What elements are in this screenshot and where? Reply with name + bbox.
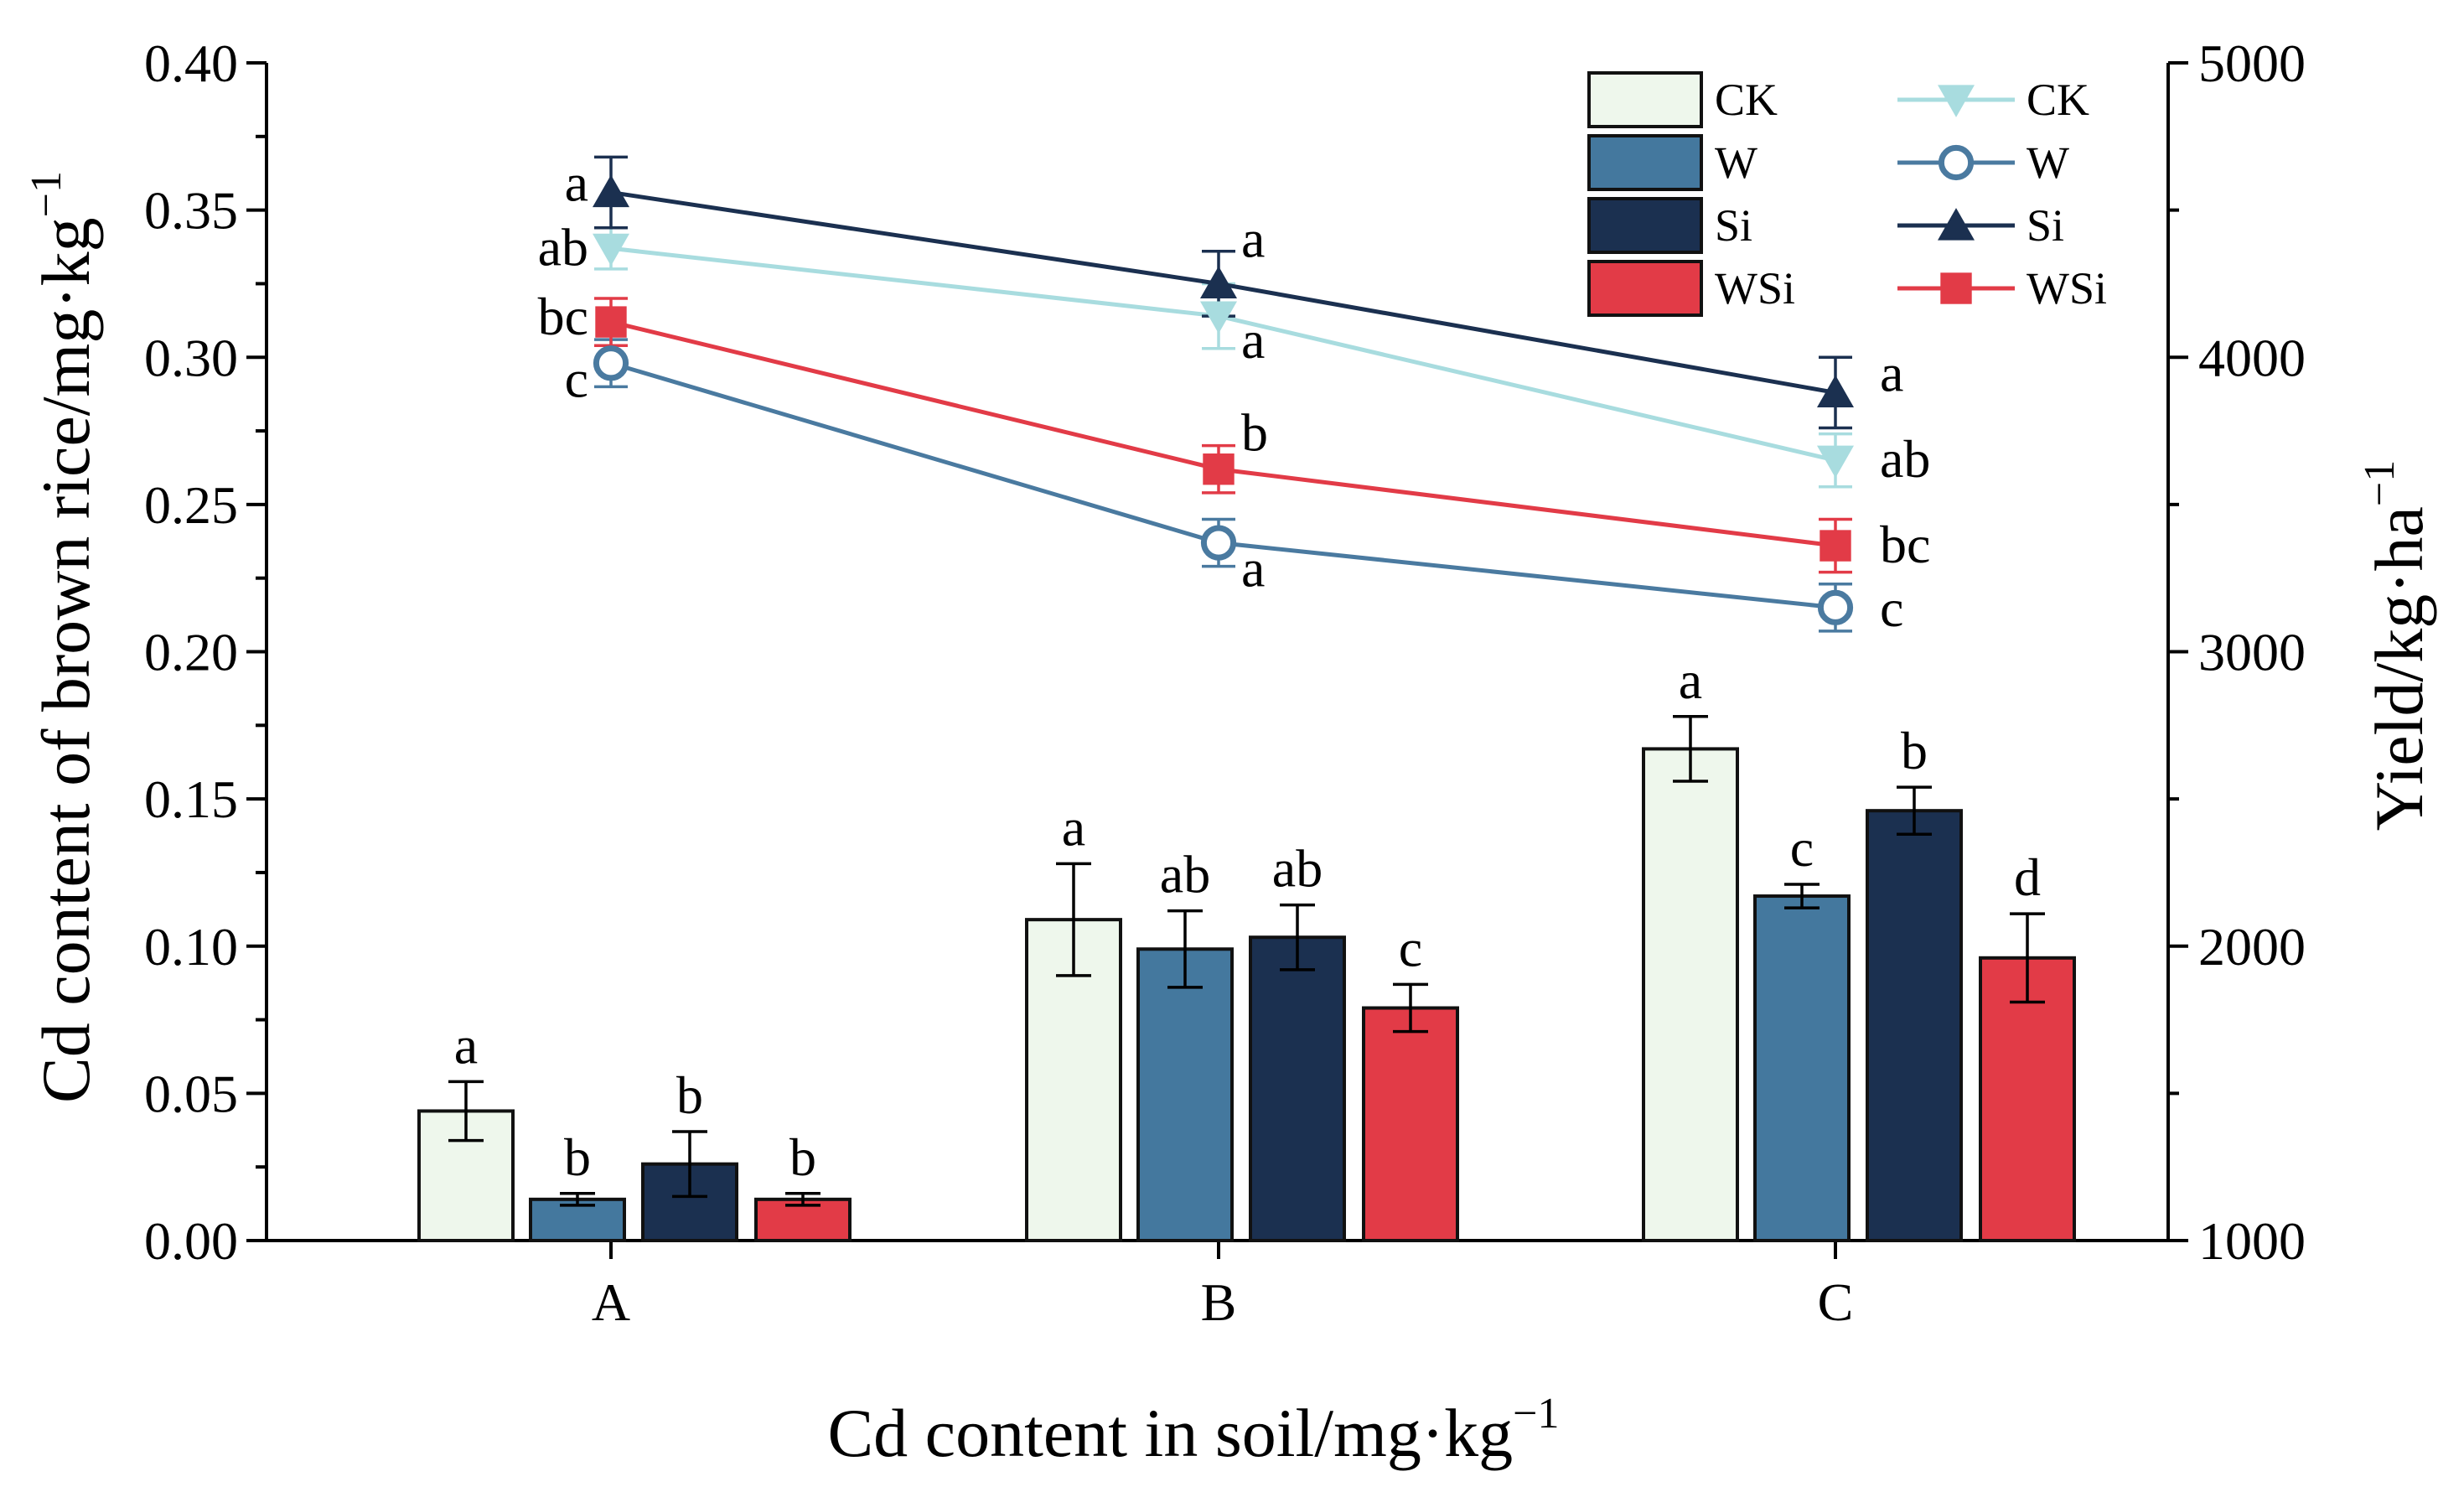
- line-sig-label: bc: [538, 287, 588, 346]
- y-tick-label-left: 0.00: [144, 1211, 238, 1271]
- line-marker-w: [1200, 525, 1237, 561]
- legend-label-bar: Si: [1715, 200, 1752, 251]
- y-tick-label-right: 4000: [2198, 328, 2306, 387]
- x-tick-label: A: [592, 1272, 630, 1332]
- line-w: [610, 360, 1836, 610]
- bar-sig-label: a: [1679, 650, 1702, 710]
- bar-sig-label: ab: [1272, 839, 1323, 899]
- axes-group: 0.00 0.05 0.10 0.15 0.20 0.25 0.30 0.35 0.40 1000…: [144, 34, 2306, 1332]
- legend-label-bar: W: [1715, 137, 1757, 188]
- x-axis-title-text: Cd content in soil/mg·kg: [827, 1395, 1513, 1471]
- legend-swatch-bar: [1587, 197, 1703, 254]
- legend-marker: [1940, 272, 1972, 304]
- line-sig-label: a: [1241, 539, 1265, 598]
- legend-swatch-bar: [1587, 260, 1703, 317]
- line-sig-label: a: [1241, 209, 1265, 268]
- bar-ck: [1642, 747, 1739, 1242]
- line-sig-label: ab: [538, 217, 588, 277]
- y-tick-label-left: 0.35: [144, 181, 238, 241]
- x-axis-title: Cd content in soil/mg·kg−1: [827, 1390, 1559, 1471]
- line-sig-label: a: [565, 153, 588, 213]
- line-marker-ck: [593, 233, 629, 267]
- y-tick-label-left: 0.15: [144, 769, 238, 829]
- legend-marker: [1938, 144, 1975, 181]
- bar-w: [1753, 894, 1851, 1242]
- bar-sig-label: c: [1790, 818, 1814, 878]
- line-marker-si: [593, 174, 629, 208]
- bar-wsi: [1362, 1006, 1459, 1242]
- legend-label-line: WSi: [2027, 263, 2107, 313]
- bar-w: [1136, 947, 1234, 1242]
- bar-sig-label: b: [789, 1127, 816, 1187]
- line-marker-si: [1817, 375, 1854, 407]
- y-tick-label-right: 2000: [2198, 917, 2306, 977]
- x-tick-label: C: [1818, 1272, 1854, 1332]
- line-marker-ck: [1200, 301, 1237, 334]
- legend-marker: [1938, 85, 1975, 117]
- line-sig-label: a: [1241, 310, 1265, 370]
- y-tick-label-right: 5000: [2198, 34, 2306, 93]
- bar-sig-label: ab: [1160, 845, 1210, 904]
- legend-label-line: Si: [2027, 200, 2064, 251]
- bar-sig-label: b: [564, 1127, 591, 1187]
- x-tick-label: B: [1201, 1272, 1237, 1332]
- legend-swatch-bar: [1587, 71, 1703, 128]
- line-marker-wsi: [595, 306, 627, 338]
- line-marker-ck: [1817, 445, 1854, 479]
- bar-sig-label: b: [1901, 721, 1928, 780]
- bar-wsi: [1979, 956, 2076, 1243]
- legend-label-bar: CK: [1715, 75, 1778, 125]
- x-axis-title-sup: −1: [1513, 1390, 1559, 1438]
- line-sig-label: a: [1880, 343, 1903, 402]
- y-tick-label-right: 1000: [2198, 1211, 2306, 1271]
- y-tick-label-left: 0.30: [144, 328, 238, 387]
- line-sig-label: ab: [1880, 429, 1930, 489]
- bar-sig-label: c: [1399, 918, 1422, 977]
- line-sig-label: c: [1880, 578, 1903, 638]
- bar-sig-label: a: [1062, 797, 1085, 857]
- legend-swatch-bar: [1587, 134, 1703, 191]
- legend-marker: [1938, 208, 1975, 241]
- line-marker-si: [1200, 266, 1237, 299]
- legend-label-line: CK: [2027, 75, 2089, 125]
- y-tick-label-left: 0.05: [144, 1064, 238, 1123]
- y2-axis-title-text: Yield/kg·ha: [2361, 506, 2437, 831]
- y-axis-title: Cd content of brown rice/mg·kg−1: [23, 171, 104, 1103]
- y2-axis-title-sup: −1: [2356, 460, 2404, 506]
- y-tick-label-right: 3000: [2198, 623, 2306, 682]
- bar-si: [1249, 935, 1346, 1243]
- y-axis-title-sup: −1: [23, 171, 70, 217]
- legend-label-bar: WSi: [1715, 263, 1795, 313]
- bar-sig-label: a: [454, 1015, 478, 1075]
- bar-sig-label: b: [676, 1065, 703, 1125]
- y-tick-label-left: 0.40: [144, 34, 238, 93]
- line-wsi: [610, 319, 1836, 548]
- titles-group: Cd content in soil/mg·kg−1 Cd content of…: [23, 171, 2437, 1471]
- y-tick-label-left: 0.20: [144, 623, 238, 682]
- bar-sig-label: d: [2014, 847, 2041, 907]
- y-tick-label-left: 0.25: [144, 475, 238, 535]
- bar-si: [1866, 809, 1963, 1242]
- y-axis-title-text: Cd content of brown rice/mg·kg: [28, 217, 104, 1103]
- line-marker-w: [1817, 589, 1854, 625]
- line-sig-label: c: [565, 349, 588, 408]
- line-sig-label: bc: [1880, 515, 1930, 574]
- y-tick-label-left: 0.10: [144, 917, 238, 977]
- y2-axis-title: Yield/kg·ha−1: [2356, 460, 2437, 831]
- line-marker-w: [593, 345, 629, 381]
- line-marker-wsi: [1203, 453, 1235, 485]
- legend-label-line: W: [2027, 137, 2069, 188]
- line-marker-wsi: [1820, 530, 1851, 562]
- line-sig-label: b: [1241, 403, 1268, 463]
